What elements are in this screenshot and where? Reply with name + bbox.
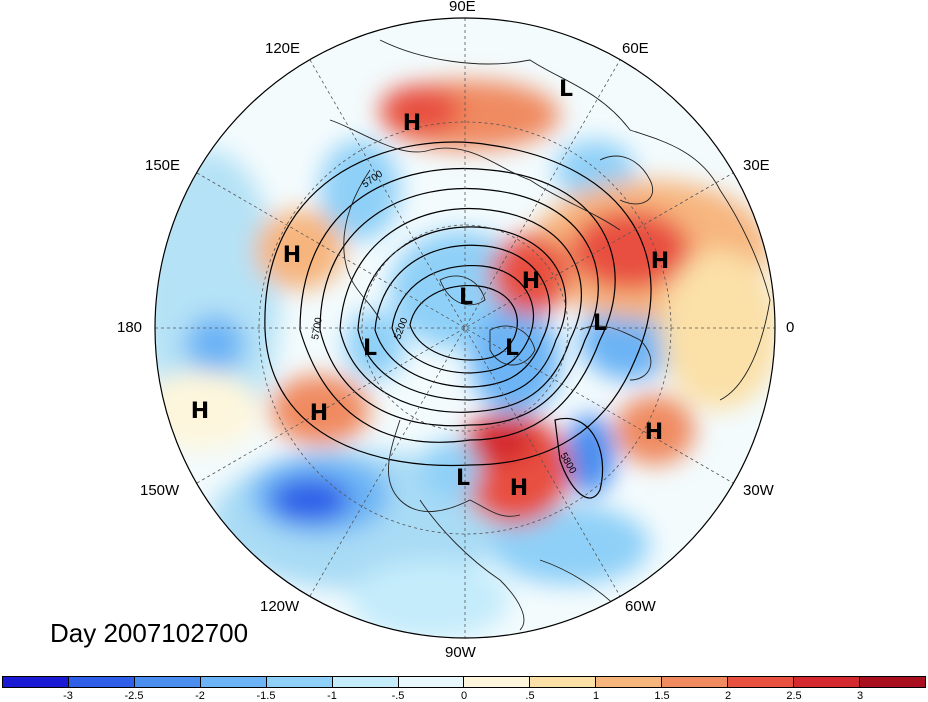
low-center: L: [459, 285, 473, 310]
colorbar-tick-label: 3: [856, 690, 864, 702]
lon-label-30e: 30E: [743, 157, 770, 174]
colorbar-swatch: [134, 677, 201, 687]
colorbar-tick-label: -2.5: [124, 690, 144, 702]
high-center: H: [191, 399, 209, 424]
colorbar-swatch: [859, 677, 925, 687]
high-center: H: [310, 401, 328, 426]
colorbar-tick-label: -1: [327, 690, 337, 702]
colorbar-tick-label: -.5: [391, 690, 405, 702]
colorbar-swatch: [464, 677, 531, 687]
colorbar-tick-label: 1.5: [654, 690, 670, 702]
lon-label-120e: 120E: [265, 40, 301, 57]
lon-label-120w: 120W: [260, 598, 300, 615]
lon-label-90e: 90E: [449, 0, 476, 15]
high-center: H: [403, 111, 421, 136]
lon-label-180: 180: [117, 319, 143, 336]
colorbar-swatch: [3, 677, 69, 687]
high-center: H: [510, 476, 528, 501]
low-center: L: [559, 77, 573, 102]
colorbar-swatch: [728, 677, 795, 687]
contour-label: 5700: [310, 316, 325, 340]
colorbar-tick-label: -2: [195, 690, 205, 702]
lon-label-90w: 90W: [445, 644, 476, 661]
colorbar-swatch: [596, 677, 663, 687]
colorbar-swatch: [332, 677, 399, 687]
colorbar-swatch: [794, 677, 860, 687]
high-center: H: [645, 420, 663, 445]
low-center: L: [363, 336, 377, 361]
colorbar-swatch: [266, 677, 333, 687]
colorbar-tick-label: .5: [525, 690, 535, 702]
colorbar-tick-label: -3: [63, 690, 73, 702]
lon-label-150e: 150E: [145, 157, 181, 174]
lon-label-60e: 60E: [622, 40, 649, 57]
low-center: L: [505, 336, 519, 361]
height-contours: [264, 141, 652, 499]
pressure-centers: H L H H H L L L L H H H L H: [191, 77, 669, 501]
colorbar-swatch: [662, 677, 729, 687]
lon-label-150w: 150W: [140, 482, 180, 499]
colorbar-tick-label: 1: [592, 690, 600, 702]
colorbar-tick-label: 0: [460, 690, 468, 702]
continent-outlines: [329, 39, 771, 631]
lon-label-0: 0: [786, 319, 795, 336]
colorbar-tick-label: 2: [724, 690, 732, 702]
colorbar-tick-label: 2.5: [786, 690, 802, 702]
high-center: H: [283, 243, 301, 268]
lon-label-60w: 60W: [625, 598, 656, 615]
colorbar-swatch: [200, 677, 267, 687]
colorbar-swatch: [68, 677, 135, 687]
low-center: L: [456, 466, 470, 491]
high-center: H: [651, 249, 669, 274]
colorbar-tick-label: -1.5: [256, 690, 276, 702]
graticule: [155, 18, 775, 638]
lon-label-30w: 30W: [743, 482, 774, 499]
high-center: H: [522, 269, 540, 294]
colorbar-swatch: [398, 677, 465, 687]
colorbar: [2, 676, 926, 688]
map-title: Day 2007102700: [50, 618, 249, 648]
colorbar-swatch: [530, 677, 597, 687]
low-center: L: [593, 311, 607, 336]
map-border: [154, 17, 776, 639]
